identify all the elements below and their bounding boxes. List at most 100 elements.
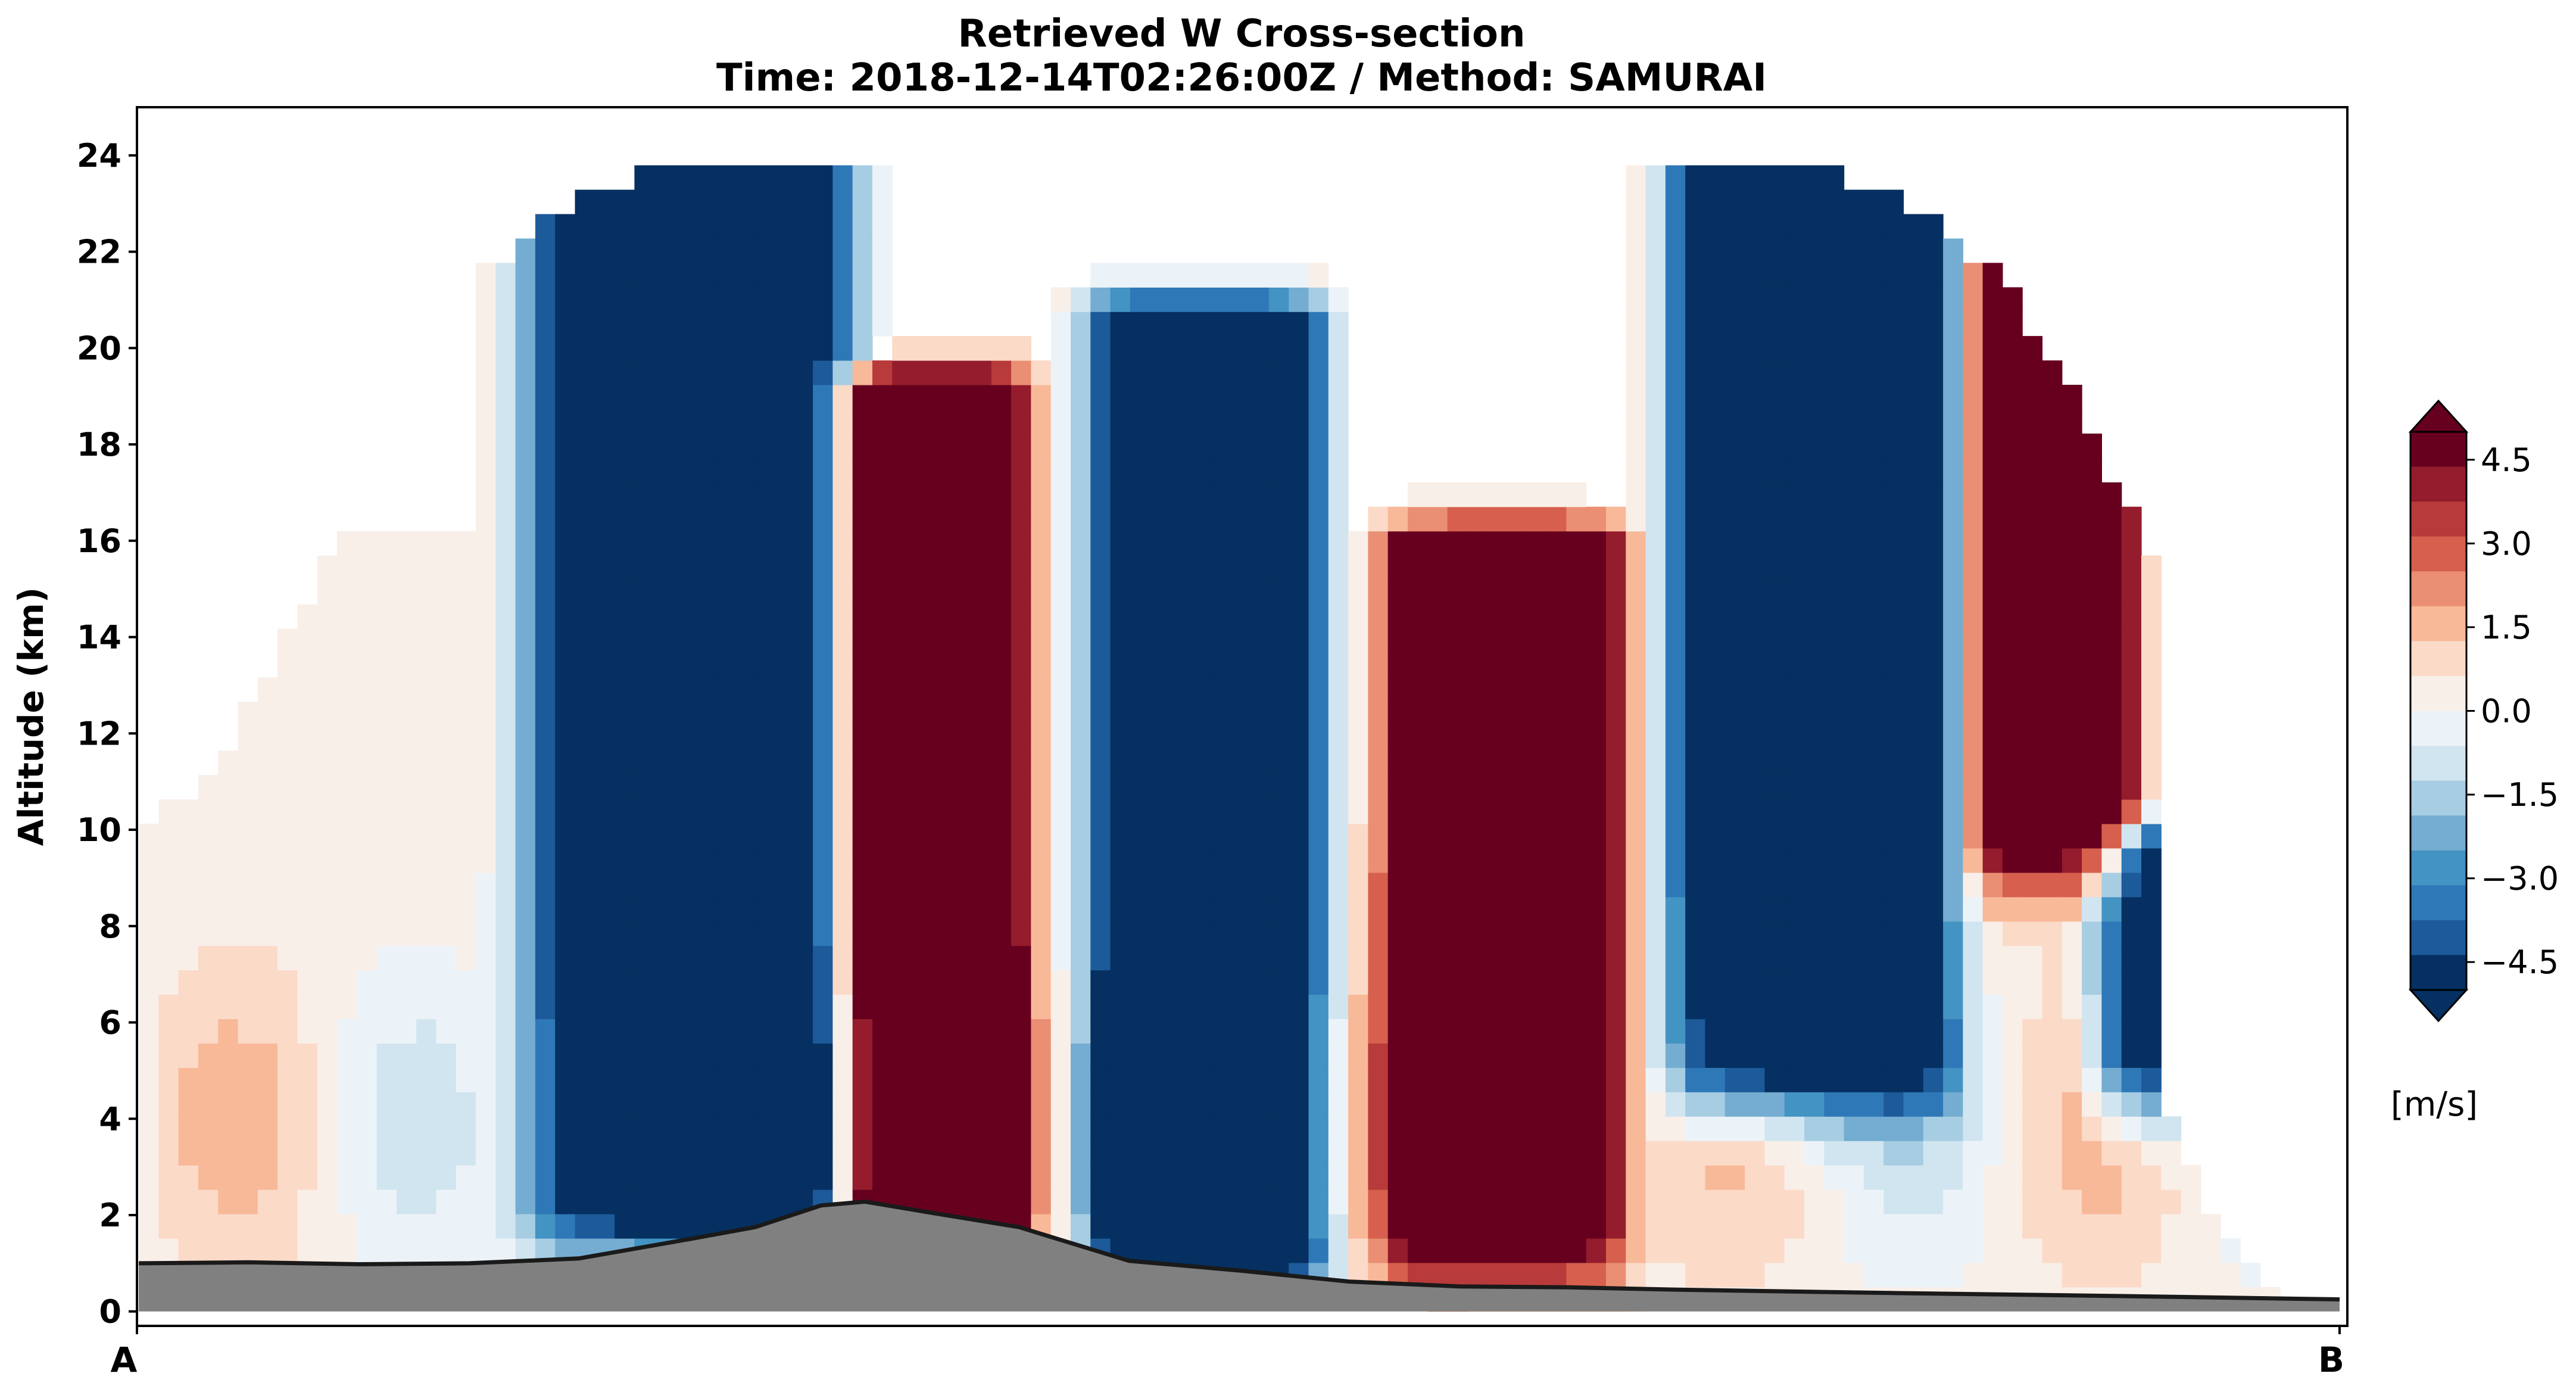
heatmap-cell bbox=[1724, 555, 1745, 581]
heatmap-cell bbox=[2082, 1262, 2102, 1288]
heatmap-cell bbox=[535, 336, 556, 361]
heatmap-cell bbox=[1566, 1214, 1587, 1239]
heatmap-cell bbox=[436, 823, 457, 849]
heatmap-cell bbox=[694, 385, 715, 410]
heatmap-cell bbox=[2002, 506, 2023, 532]
heatmap-cell bbox=[1724, 872, 1745, 898]
heatmap-cell bbox=[337, 994, 357, 1019]
heatmap-cell bbox=[456, 1019, 476, 1044]
heatmap-cell bbox=[1665, 726, 1686, 751]
heatmap-cell bbox=[1328, 604, 1349, 629]
heatmap-cell bbox=[1764, 360, 1785, 385]
heatmap-cell bbox=[1784, 580, 1805, 605]
heatmap-cell bbox=[912, 506, 933, 532]
heatmap-cell bbox=[1427, 1116, 1448, 1141]
heatmap-cell bbox=[495, 531, 516, 556]
heatmap-cell bbox=[1645, 506, 1666, 532]
heatmap-cell bbox=[1844, 214, 1864, 239]
heatmap-cell bbox=[1427, 775, 1448, 800]
heatmap-cell bbox=[971, 409, 992, 434]
heatmap-cell bbox=[1110, 872, 1131, 898]
heatmap-cell bbox=[456, 823, 476, 849]
heatmap-cell bbox=[1724, 360, 1745, 385]
heatmap-cell bbox=[1090, 482, 1111, 507]
heatmap-cell bbox=[1982, 312, 2003, 337]
heatmap-cell bbox=[971, 945, 992, 971]
heatmap-cell bbox=[1705, 872, 1726, 898]
heatmap-cell bbox=[1268, 336, 1289, 361]
heatmap-cell bbox=[575, 336, 595, 361]
heatmap-cell bbox=[357, 921, 378, 946]
heatmap-cell bbox=[832, 1019, 853, 1044]
heatmap-cell bbox=[952, 604, 972, 629]
heatmap-cell bbox=[753, 238, 774, 263]
heatmap-cell bbox=[1606, 653, 1626, 678]
heatmap-cell bbox=[257, 1092, 278, 1117]
heatmap-cell bbox=[713, 628, 734, 653]
heatmap-cell bbox=[912, 482, 933, 507]
heatmap-cell bbox=[1824, 604, 1845, 629]
heatmap-cell bbox=[1546, 994, 1567, 1019]
heatmap-cell bbox=[1467, 1262, 1487, 1288]
heatmap-cell bbox=[1586, 1043, 1607, 1068]
heatmap-cell bbox=[1507, 751, 1527, 776]
heatmap-cell bbox=[396, 628, 417, 653]
heatmap-cell bbox=[1982, 1165, 2003, 1190]
heatmap-cell bbox=[1268, 970, 1289, 995]
heatmap-cell bbox=[376, 1189, 397, 1215]
heatmap-cell bbox=[773, 189, 794, 214]
heatmap-cell bbox=[2002, 1043, 2023, 1068]
heatmap-cell bbox=[1903, 628, 1924, 653]
heatmap-cell bbox=[297, 1019, 318, 1044]
heatmap-cell bbox=[1745, 628, 1765, 653]
heatmap-cell bbox=[793, 457, 813, 483]
heatmap-cell bbox=[1863, 945, 1884, 971]
heatmap-cell bbox=[1031, 823, 1052, 849]
heatmap-cell bbox=[2200, 1238, 2221, 1263]
heatmap-cell bbox=[376, 1043, 397, 1068]
heatmap-cell bbox=[1824, 336, 1845, 361]
heatmap-cell bbox=[277, 921, 298, 946]
heatmap-cell bbox=[912, 823, 933, 849]
heatmap-cell bbox=[2082, 1165, 2102, 1190]
heatmap-cell bbox=[674, 1092, 694, 1117]
heatmap-cell bbox=[555, 263, 576, 288]
heatmap-cell bbox=[931, 970, 952, 995]
heatmap-cell bbox=[2062, 385, 2082, 410]
heatmap-cell bbox=[654, 726, 675, 751]
heatmap-cell bbox=[357, 580, 378, 605]
heatmap-cell bbox=[1090, 702, 1111, 727]
heatmap-cell bbox=[1546, 1092, 1567, 1117]
heatmap-cell bbox=[1546, 921, 1567, 946]
heatmap-cell bbox=[872, 287, 893, 312]
heatmap-cell bbox=[1705, 457, 1726, 483]
heatmap-cell bbox=[1526, 506, 1547, 532]
heatmap-cell bbox=[952, 896, 972, 922]
heatmap-cell bbox=[952, 1092, 972, 1117]
heatmap-cell bbox=[952, 702, 972, 727]
heatmap-cell bbox=[476, 848, 496, 873]
heatmap-cell bbox=[1209, 799, 1230, 824]
heatmap-cell bbox=[793, 580, 813, 605]
heatmap-cell bbox=[476, 457, 496, 483]
heatmap-cell bbox=[357, 1214, 378, 1239]
heatmap-cell bbox=[1189, 702, 1210, 727]
heatmap-cell bbox=[1249, 531, 1270, 556]
heatmap-cell bbox=[773, 263, 794, 288]
heatmap-cell bbox=[158, 896, 179, 922]
heatmap-cell bbox=[1784, 726, 1805, 751]
heatmap-cell bbox=[1090, 921, 1111, 946]
heatmap-cell bbox=[1844, 677, 1864, 702]
heatmap-cell bbox=[2141, 799, 2162, 824]
heatmap-cell bbox=[1368, 1067, 1389, 1092]
heatmap-cell bbox=[1249, 1141, 1270, 1166]
heatmap-cell bbox=[1249, 360, 1270, 385]
heatmap-cell bbox=[1724, 1116, 1745, 1141]
heatmap-cell bbox=[376, 726, 397, 751]
heatmap-cell bbox=[793, 385, 813, 410]
heatmap-cell bbox=[1170, 263, 1190, 288]
heatmap-cell bbox=[1110, 287, 1131, 312]
heatmap-cell bbox=[2141, 1214, 2162, 1239]
heatmap-cell bbox=[396, 896, 417, 922]
heatmap-cell bbox=[277, 1189, 298, 1215]
